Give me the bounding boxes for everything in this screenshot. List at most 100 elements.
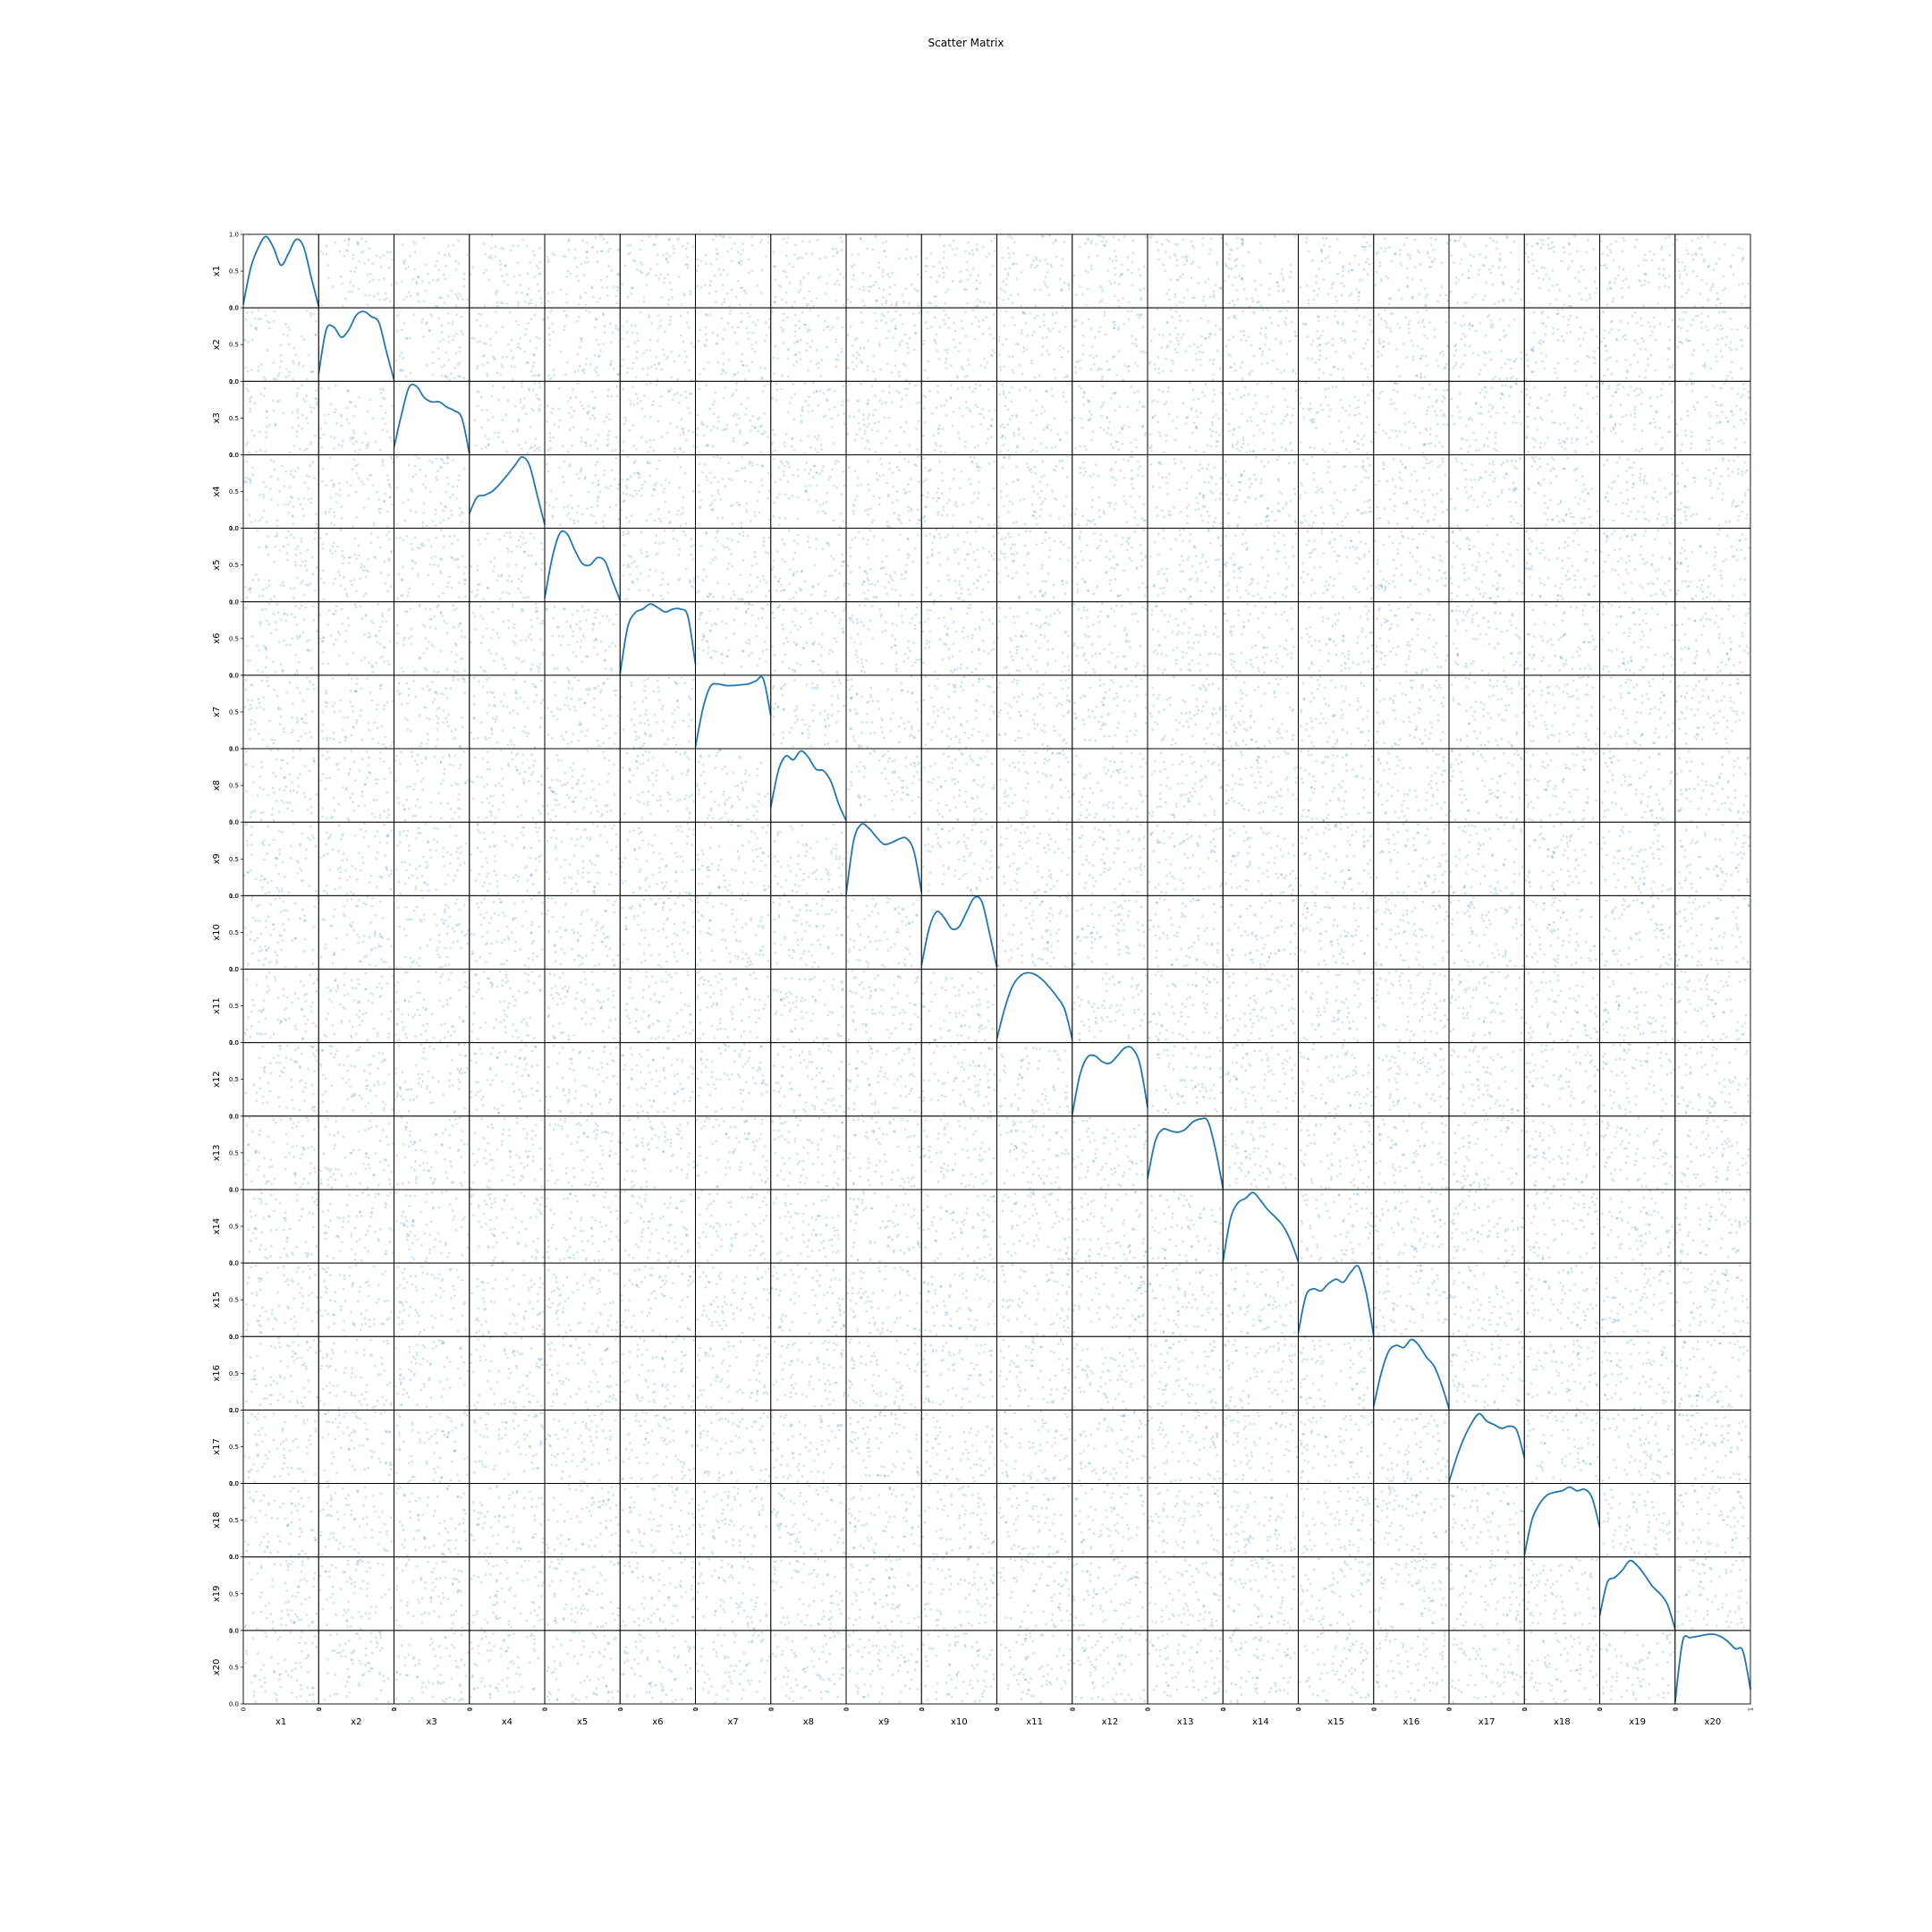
scatter-point bbox=[1426, 364, 1428, 367]
scatter-point bbox=[284, 323, 287, 326]
scatter-point bbox=[548, 344, 551, 347]
scatter-point bbox=[889, 286, 892, 289]
scatter-point bbox=[1457, 240, 1460, 242]
scatter-point bbox=[705, 345, 708, 348]
scatter-point bbox=[538, 290, 540, 292]
scatter-point bbox=[1055, 321, 1057, 324]
scatter-point bbox=[731, 248, 733, 250]
scatter-point bbox=[1336, 320, 1339, 323]
scatter-point bbox=[1367, 258, 1369, 260]
scatter-point bbox=[1551, 269, 1554, 272]
scatter-point bbox=[1663, 268, 1665, 271]
scatter-point bbox=[1208, 336, 1210, 339]
scatter-point bbox=[466, 299, 469, 301]
scatter-point bbox=[592, 296, 595, 299]
scatter-point bbox=[947, 317, 950, 319]
scatter-point bbox=[708, 361, 710, 364]
scatter-point bbox=[1614, 277, 1617, 280]
scatter-point bbox=[1613, 258, 1615, 261]
scatter-point bbox=[796, 341, 799, 343]
scatter-point bbox=[484, 304, 487, 307]
scatter-point bbox=[999, 369, 1002, 371]
scatter-point bbox=[1343, 284, 1345, 287]
scatter-point bbox=[731, 326, 733, 329]
scatter-point bbox=[802, 276, 805, 279]
scatter-point bbox=[530, 302, 532, 305]
scatter-point bbox=[1455, 282, 1458, 284]
scatter-point bbox=[1079, 285, 1081, 288]
scatter-point bbox=[1336, 273, 1339, 275]
scatter-point bbox=[1365, 343, 1368, 345]
scatter-point bbox=[724, 328, 726, 331]
scatter-point bbox=[1318, 319, 1320, 322]
scatter-point bbox=[277, 375, 280, 377]
scatter-point bbox=[1713, 268, 1716, 271]
scatter-point bbox=[1384, 238, 1386, 241]
scatter-point bbox=[816, 297, 818, 300]
scatter-point bbox=[1460, 366, 1462, 369]
scatter-point bbox=[696, 284, 699, 287]
scatter-point bbox=[631, 324, 633, 326]
scatter-point bbox=[818, 361, 820, 364]
scatter-point bbox=[791, 305, 793, 308]
scatter-point bbox=[1412, 344, 1415, 347]
scatter-point bbox=[817, 239, 819, 242]
scatter-point bbox=[640, 270, 642, 273]
scatter-point bbox=[1545, 273, 1547, 275]
scatter-point bbox=[1234, 369, 1237, 372]
scatter-point bbox=[956, 377, 959, 379]
scatter-point bbox=[278, 372, 281, 375]
scatter-point bbox=[798, 320, 801, 323]
scatter-point bbox=[1007, 298, 1010, 301]
scatter-point bbox=[852, 344, 854, 347]
scatter-point bbox=[1358, 315, 1360, 318]
scatter-point bbox=[1241, 361, 1244, 364]
scatter-point bbox=[1258, 259, 1261, 262]
scatter-point bbox=[1399, 249, 1402, 251]
scatter-point bbox=[1665, 237, 1667, 240]
scatter-point bbox=[938, 358, 941, 360]
scatter-point bbox=[992, 349, 995, 352]
scatter-point bbox=[1193, 297, 1196, 300]
scatter-point bbox=[421, 321, 424, 324]
scatter-point bbox=[1573, 234, 1576, 237]
scatter-point bbox=[676, 378, 679, 381]
scatter-point bbox=[1114, 320, 1116, 323]
scatter-point bbox=[723, 362, 725, 365]
scatter-point bbox=[1067, 351, 1070, 353]
scatter-point bbox=[1109, 258, 1112, 260]
scatter-point bbox=[1320, 250, 1323, 252]
scatter-point bbox=[820, 359, 823, 361]
scatter-point bbox=[1658, 286, 1661, 289]
scatter-point bbox=[690, 342, 692, 344]
scatter-point bbox=[681, 304, 683, 307]
scatter-point bbox=[1500, 350, 1503, 352]
scatter-point bbox=[580, 295, 582, 298]
scatter-point bbox=[594, 354, 597, 357]
scatter-point bbox=[1205, 338, 1208, 341]
scatter-point bbox=[596, 250, 598, 253]
scatter-point bbox=[750, 303, 752, 306]
scatter-point bbox=[630, 292, 632, 295]
scatter-point bbox=[1306, 284, 1309, 287]
scatter-point bbox=[608, 248, 611, 250]
scatter-point bbox=[759, 367, 762, 369]
scatter-point bbox=[1307, 299, 1309, 301]
scatter-point bbox=[533, 361, 536, 364]
scatter-point bbox=[659, 325, 662, 327]
scatter-point bbox=[882, 242, 885, 244]
scatter-point bbox=[852, 264, 855, 267]
scatter-point bbox=[961, 366, 963, 369]
scatter-point bbox=[1170, 309, 1173, 311]
scatter-point bbox=[740, 253, 742, 256]
scatter-point bbox=[1052, 311, 1055, 314]
scatter-point bbox=[1212, 359, 1215, 361]
scatter-point bbox=[447, 359, 450, 361]
scatter-point bbox=[1276, 369, 1279, 371]
scatter-point bbox=[668, 299, 671, 301]
scatter-point bbox=[956, 375, 959, 377]
scatter-point bbox=[517, 343, 520, 345]
scatter-point bbox=[875, 235, 877, 238]
scatter-point bbox=[384, 299, 386, 301]
